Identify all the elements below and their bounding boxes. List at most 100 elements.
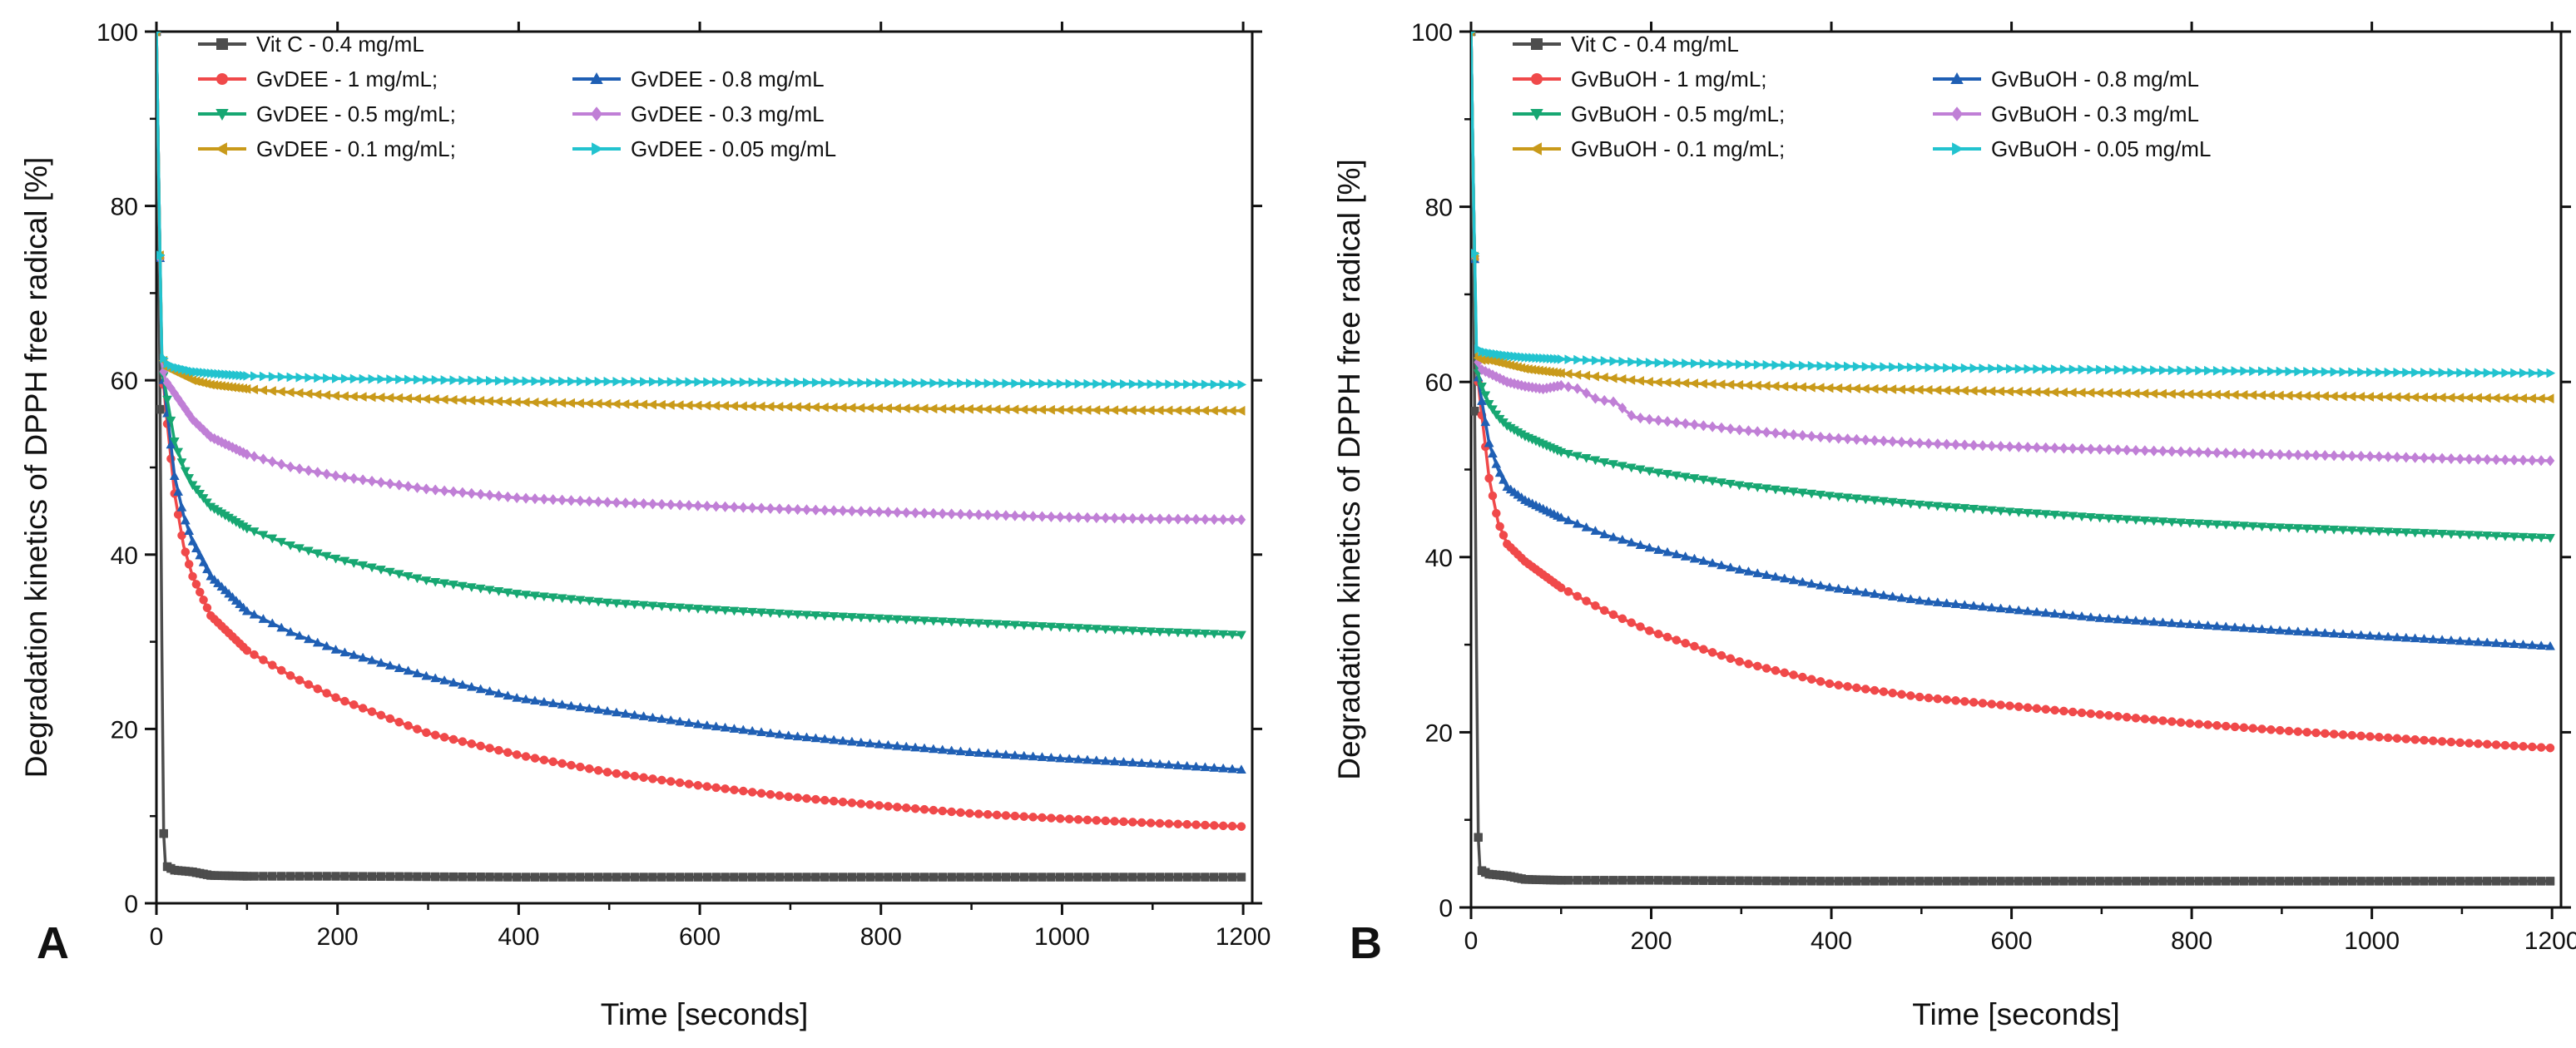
series-3 (156, 32, 1246, 774)
legend-label: GvDEE - 1 mg/mL; (256, 67, 438, 91)
y-axis-title: Degradation kinetics of DPPH free radica… (19, 157, 53, 779)
legend-label: GvDEE - 0.3 mg/mL (631, 101, 825, 126)
series-7 (1471, 32, 2556, 378)
legend-marker (216, 73, 228, 85)
legend-marker (592, 142, 604, 156)
x-tick-label: 200 (1630, 927, 1672, 955)
x-axis-title: Time [seconds] (601, 997, 809, 1031)
series-5 (156, 32, 1246, 526)
legend-label: GvBuOH - 0.3 mg/mL (1991, 101, 2199, 126)
legend-label: GvDEE - 0.8 mg/mL (631, 67, 825, 91)
y-tick-label: 60 (1425, 369, 1453, 397)
y-tick-label: 60 (111, 368, 138, 395)
x-tick-label: 1000 (2344, 927, 2400, 955)
y-tick-label: 100 (97, 19, 138, 47)
legend-marker (591, 106, 602, 121)
legend-item: GvDEE - 0.1 mg/mL; (198, 136, 456, 161)
y-axis-title: Degradation kinetics of DPPH free radica… (1332, 159, 1366, 780)
legend-label: GvDEE - 0.5 mg/mL; (256, 101, 456, 126)
x-tick-label: 1000 (1034, 923, 1090, 951)
x-tick-label: 1200 (2524, 927, 2576, 955)
series-markers (156, 32, 1246, 882)
series-markers (156, 32, 1246, 640)
x-tick-label: 600 (1991, 927, 2033, 955)
legend-marker (1952, 142, 1964, 156)
legend-label: GvBuOH - 0.1 mg/mL; (1571, 136, 1785, 161)
legend-label: GvBuOH - 1 mg/mL; (1571, 67, 1767, 91)
series-6 (1471, 32, 2554, 404)
legend-marker (1530, 109, 1543, 121)
series-5 (1471, 32, 2555, 467)
y-tick-label: 100 (1411, 19, 1453, 47)
series-markers (1471, 32, 2556, 378)
panel-a: 0 200 400 600 800 1000 1200 0 20 40 60 80 100 Time [s… (19, 19, 1271, 1031)
legend-marker (1531, 73, 1543, 85)
series-markers (156, 32, 1246, 526)
series-markers (1471, 32, 2555, 543)
series-markers (1471, 32, 2555, 467)
series-1 (1471, 32, 2555, 886)
x-tick-label: 400 (498, 923, 539, 951)
series-markers (1471, 32, 2555, 650)
y-tick-label: 20 (111, 716, 138, 744)
legend-item: GvDEE - 1 mg/mL; (198, 67, 438, 91)
x-tick-label: 800 (860, 923, 902, 951)
panel-letter: A (37, 918, 69, 968)
series-4 (1471, 32, 2555, 543)
legend-marker (1951, 106, 1963, 121)
legend-label: GvBuOH - 0.8 mg/mL (1991, 67, 2199, 91)
y-tick-label: 80 (1425, 195, 1453, 222)
y-tick-label: 20 (1425, 719, 1453, 747)
legend-label: GvBuOH - 0.05 mg/mL (1991, 136, 2211, 161)
legend-marker (215, 142, 227, 156)
legend-marker (215, 109, 229, 121)
legend-marker (590, 72, 603, 84)
series-markers (156, 32, 1246, 416)
x-tick-label: 200 (317, 923, 359, 951)
x-tick-label: 400 (1811, 927, 1852, 955)
series-3 (1471, 32, 2555, 650)
legend-label: GvDEE - 0.05 mg/mL (631, 136, 836, 161)
legend-item: Vit C - 0.4 mg/mL (1513, 32, 1739, 57)
series-markers (1471, 32, 2554, 404)
y-tick-label: 40 (1425, 545, 1453, 572)
y-tick-label: 80 (111, 194, 138, 221)
x-axis-title: Time [seconds] (1912, 997, 2120, 1031)
y-tick-label: 0 (1439, 895, 1453, 922)
legend-marker (1529, 142, 1542, 156)
legend-marker (216, 38, 228, 50)
legend-label: GvBuOH - 0.5 mg/mL; (1571, 101, 1785, 126)
legend-item: GvBuOH - 0.8 mg/mL (1933, 67, 2199, 91)
legend-item: GvDEE - 0.8 mg/mL (572, 67, 825, 91)
legend: Vit C - 0.4 mg/mL GvBuOH - 1 mg/mL; GvBuOH… (1513, 32, 2211, 161)
legend-item: GvBuOH - 0.05 mg/mL (1933, 136, 2211, 161)
series-markers (1471, 32, 2555, 886)
legend-label: Vit C - 0.4 mg/mL (1571, 32, 1739, 57)
x-tick-label: 1200 (1216, 923, 1271, 951)
x-tick-label: 0 (150, 923, 164, 951)
series-markers (156, 32, 1246, 774)
y-tick-label: 0 (124, 891, 138, 918)
panel-letter: B (1350, 918, 1382, 968)
series-7 (156, 32, 1247, 390)
series-markers (1471, 32, 2555, 753)
series-4 (156, 32, 1246, 640)
legend-item: GvBuOH - 0.1 mg/mL; (1513, 136, 1785, 161)
legend: Vit C - 0.4 mg/mL GvDEE - 1 mg/mL; GvDEE -… (198, 32, 836, 161)
panel-b: 0 200 400 600 800 1000 1200 0 20 40 60 80 100 Time [s… (1332, 19, 2576, 1031)
x-tick-label: 600 (679, 923, 721, 951)
legend-label: Vit C - 0.4 mg/mL (256, 32, 424, 57)
series-markers (156, 32, 1247, 390)
legend-item: GvDEE - 0.3 mg/mL (572, 101, 825, 126)
legend-item: Vit C - 0.4 mg/mL (198, 32, 424, 57)
legend-item: GvBuOH - 0.3 mg/mL (1933, 101, 2199, 126)
legend-marker (1531, 38, 1543, 50)
legend-label: GvDEE - 0.1 mg/mL; (256, 136, 456, 161)
legend-item: GvDEE - 0.5 mg/mL; (198, 101, 456, 126)
plot-frame (155, 30, 1254, 905)
legend-marker (1950, 72, 1964, 84)
x-tick-label: 0 (1464, 927, 1479, 955)
series-markers (156, 32, 1246, 831)
series-1 (156, 32, 1246, 882)
